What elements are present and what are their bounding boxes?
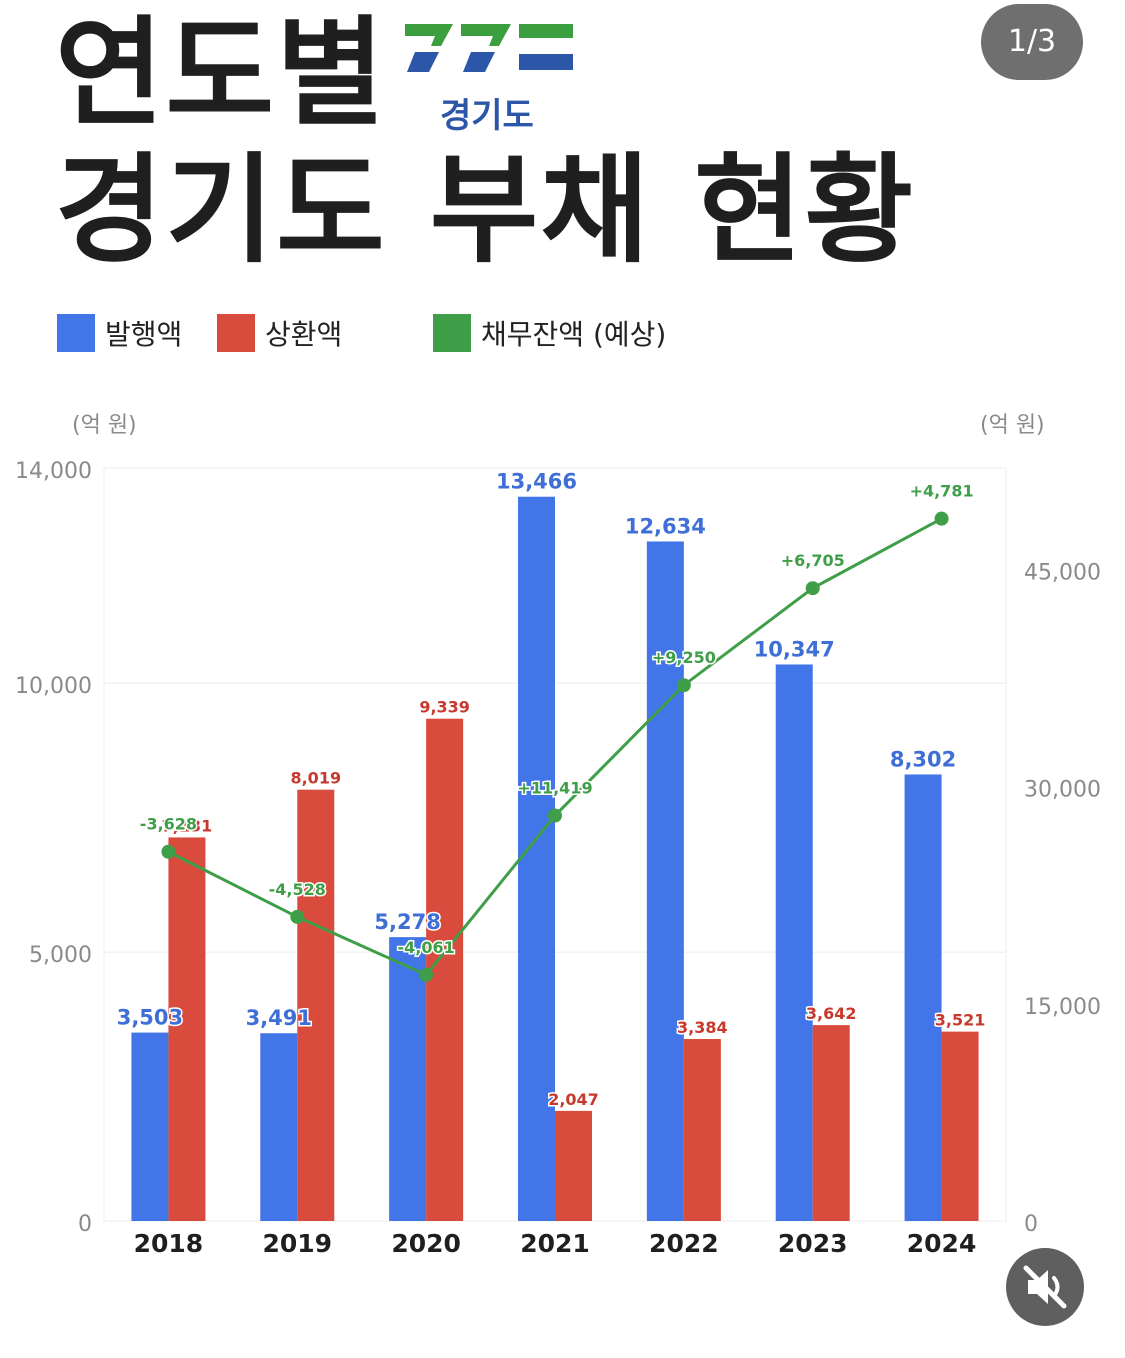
data-label-debt-balance: +4,781 <box>910 482 974 501</box>
point-debt-balance <box>805 581 820 596</box>
bar-repayment <box>683 1038 721 1221</box>
bar-repayment <box>426 718 464 1221</box>
point-debt-balance <box>290 909 305 924</box>
data-label-repayment: 2,047 <box>548 1090 599 1109</box>
legend-label: 발행액 <box>105 318 183 351</box>
data-label-debt-balance: -4,528 <box>269 880 326 899</box>
y-right-tick-label: 15,000 <box>1024 995 1101 1020</box>
page-indicator: 1/3 <box>981 4 1083 80</box>
data-label-debt-balance: +9,250 <box>652 648 716 667</box>
data-label-debt-balance: +11,419 <box>517 779 592 798</box>
x-tick-label: 2018 <box>134 1229 204 1258</box>
data-label-debt-balance: -3,628 <box>140 815 197 834</box>
point-debt-balance <box>548 808 562 823</box>
portrait-2018 <box>136 1265 216 1358</box>
data-label-issuance: 3,503 <box>117 1006 183 1030</box>
portrait-2019 <box>265 1265 345 1358</box>
y-right-tick-label: 30,000 <box>1024 778 1101 803</box>
bar-issuance <box>131 1032 169 1221</box>
data-label-issuance: 10,347 <box>754 637 835 661</box>
bar-repayment <box>555 1110 592 1221</box>
bar-issuance <box>904 774 942 1221</box>
mute-button[interactable] <box>1006 1248 1084 1326</box>
data-label-issuance: 3,491 <box>246 1006 312 1030</box>
data-label-repayment: 9,339 <box>419 698 470 717</box>
data-label-issuance: 12,634 <box>625 514 706 538</box>
title-line-1: 연도별 <box>55 4 387 142</box>
portrait-2024 <box>910 1265 990 1358</box>
x-tick-label: 2021 <box>520 1229 590 1258</box>
x-tick-label: 2022 <box>649 1229 719 1258</box>
legend-item-issuance: 발행액 <box>57 313 182 353</box>
bar-repayment <box>941 1031 979 1221</box>
speaker-muted-icon <box>1023 1265 1067 1309</box>
debt-chart: 0 5,000 10,000 14,000 0 15,000 30,000 45,000 (억 … <box>15 413 1101 1258</box>
bar-issuance <box>260 1033 298 1221</box>
point-debt-balance <box>676 678 691 693</box>
bar-issuance <box>389 937 427 1221</box>
logo-text: 경기도 <box>440 96 534 136</box>
title-line-2: 경기도 부채 현황 <box>55 141 916 279</box>
legend-swatch <box>217 314 255 352</box>
bar-issuance <box>518 496 555 1221</box>
y-left-tick-label: 5,000 <box>29 943 92 968</box>
bar-repayment <box>812 1025 850 1221</box>
legend-item-debt-balance: 채무잔액 (예상) <box>433 313 666 353</box>
bar-repayment <box>168 837 206 1221</box>
data-label-issuance: 5,278 <box>374 910 440 934</box>
point-debt-balance <box>419 967 434 982</box>
legend-item-repayment: 상환액 <box>217 313 342 353</box>
data-label-debt-balance: +6,705 <box>781 551 845 570</box>
data-label-repayment: 3,521 <box>935 1011 986 1030</box>
bar-issuance <box>646 541 684 1221</box>
x-tick-label: 2024 <box>907 1229 977 1258</box>
y-right-axis-label: (억 원) <box>980 413 1045 438</box>
data-label-repayment: 3,384 <box>677 1018 728 1037</box>
y-right-tick-label: 0 <box>1024 1212 1038 1237</box>
data-label-issuance: 13,466 <box>496 470 577 494</box>
legend-swatch <box>433 314 471 352</box>
y-right-tick-label: 45,000 <box>1024 560 1101 585</box>
portrait-2020 <box>394 1265 474 1358</box>
y-left-axis-label: (억 원) <box>72 413 137 438</box>
point-debt-balance <box>161 844 176 859</box>
x-tick-label: 2020 <box>391 1229 461 1258</box>
legend-label: 채무잔액 (예상) <box>481 318 667 351</box>
data-label-issuance: 8,302 <box>890 747 956 771</box>
legend-label: 상환액 <box>265 318 343 351</box>
y-left-tick-label: 0 <box>78 1212 92 1237</box>
y-left-tick-label: 14,000 <box>15 459 92 484</box>
gyeonggi-logo <box>405 24 573 72</box>
legend-swatch <box>57 314 95 352</box>
point-debt-balance <box>934 511 949 526</box>
portrait-2021 <box>520 1265 730 1358</box>
y-left-tick-label: 10,000 <box>15 674 92 699</box>
bar-repayment <box>297 789 335 1221</box>
data-label-repayment: 8,019 <box>290 769 341 788</box>
x-tick-label: 2023 <box>778 1229 848 1258</box>
data-label-debt-balance: -4,061 <box>398 938 455 957</box>
data-label-repayment: 3,642 <box>806 1004 857 1023</box>
portrait-2023 <box>780 1265 860 1358</box>
data-label-repayment: 7,131 <box>162 816 213 835</box>
x-tick-label: 2019 <box>262 1229 332 1258</box>
bar-issuance <box>775 664 813 1221</box>
